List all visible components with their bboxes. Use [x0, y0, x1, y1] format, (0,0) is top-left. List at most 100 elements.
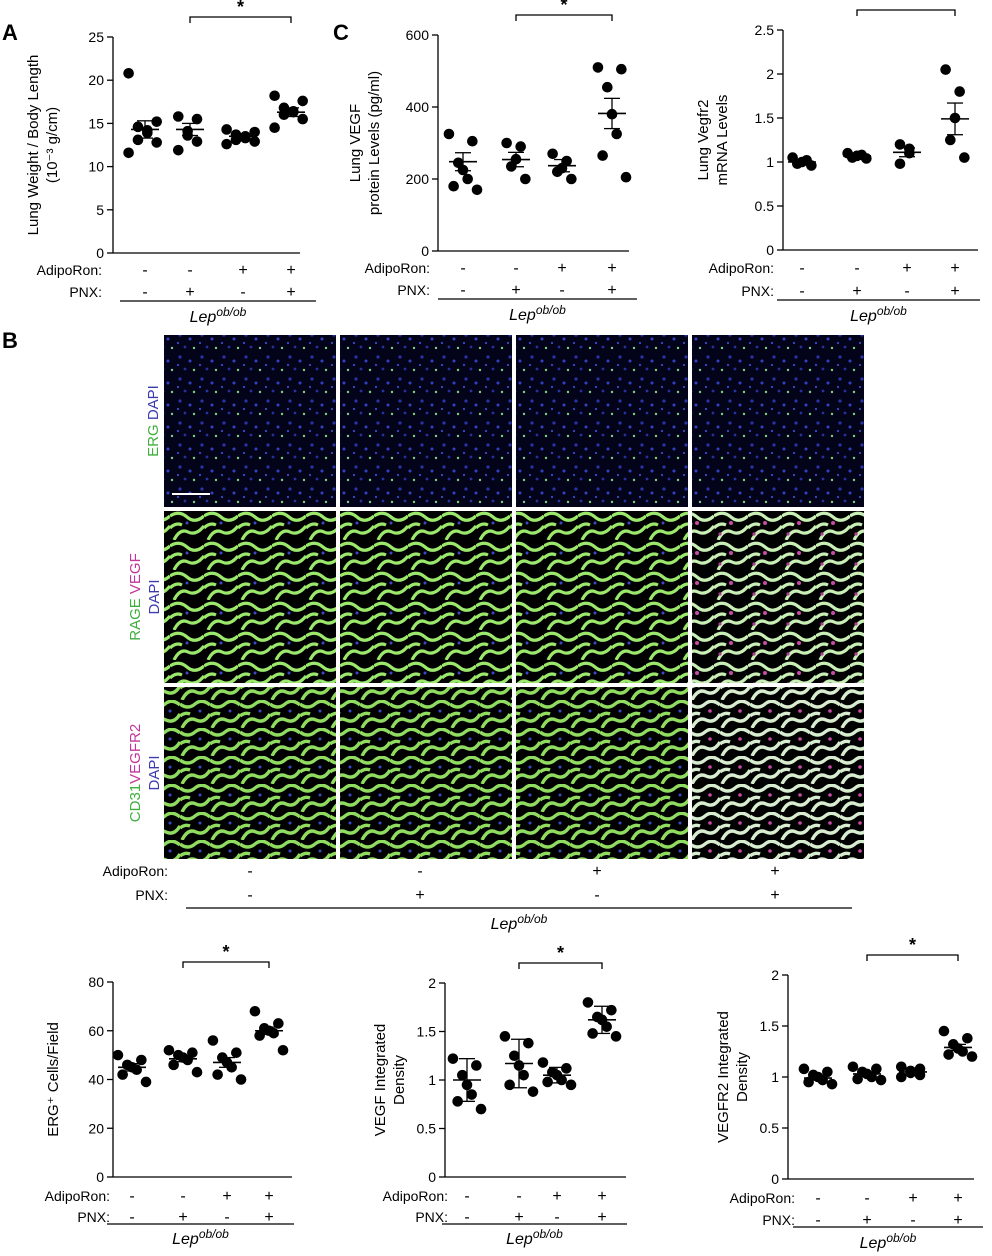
pnx-sign: + — [597, 1209, 606, 1226]
y-axis-label: VEGFR2 Integrated — [715, 1011, 732, 1143]
y-axis-label: Lung Weight / Body Length — [25, 55, 42, 236]
y-tick-label: 25 — [88, 29, 104, 45]
pnx-sign: - — [247, 887, 252, 904]
data-point — [132, 134, 144, 146]
micrograph-cd31-1 — [164, 687, 336, 859]
y-tick-label: 20 — [88, 72, 104, 88]
y-tick-label: 1.5 — [760, 1018, 780, 1034]
data-point — [798, 1063, 810, 1075]
data-point — [249, 1005, 261, 1017]
y-tick-label: 2 — [771, 967, 779, 983]
y-tick-label: 5 — [96, 202, 104, 218]
micrograph-grid — [164, 335, 864, 859]
chart-erg-cells: 0 20 40 60 80 ERG⁺ Cells/Field * AdipoRon: PNX: -… — [45, 942, 294, 1248]
y-axis-label: Lung Vegfr2 — [695, 100, 712, 181]
adiporon-label: AdipoRon: — [383, 1188, 448, 1204]
data-point — [501, 137, 512, 149]
row-label-erg-part: ERG — [145, 424, 162, 457]
pnx-sign: + — [953, 1212, 962, 1229]
micrograph-cd31-3 — [516, 687, 688, 859]
pnx-sign: - — [559, 282, 564, 299]
row-label-rage: RAGE VEGF DAPI — [127, 553, 163, 641]
y-tick-label: 10 — [88, 159, 104, 175]
data-point — [962, 1032, 973, 1044]
micrograph-rage-2 — [340, 511, 512, 683]
pnx-sign: - — [240, 284, 245, 301]
genotype-label-base: Lep — [860, 1235, 887, 1252]
data-point — [278, 109, 290, 121]
chart-vegfr2-mrna: 0 0.5 1 1.5 2 2.5 Lung Vegfr2 mRNA Levels * Adipo… — [695, 0, 980, 325]
data-point — [509, 1050, 520, 1062]
y-tick-label: 1 — [771, 1069, 779, 1085]
y-tick-label: 2 — [428, 975, 436, 991]
data-point — [520, 173, 531, 185]
data-point — [537, 1057, 549, 1068]
adiporon-sign: + — [286, 262, 295, 279]
y-axis-label: Lung VEGF — [347, 104, 364, 182]
data-point — [894, 158, 906, 170]
adiporon-sign: + — [238, 262, 247, 279]
data-point — [123, 147, 134, 159]
y-tick-label: 0 — [96, 1169, 104, 1185]
adiporon-sign: - — [180, 1188, 185, 1205]
data-point — [518, 1069, 529, 1081]
y-tick-label: 1.5 — [417, 1024, 437, 1040]
pnx-sign: + — [514, 1209, 523, 1226]
micrograph-erg-3 — [516, 335, 688, 507]
genotype-label-sup: ob/ob — [536, 303, 566, 317]
data-point — [230, 134, 242, 146]
pnx-sign: - — [129, 1209, 134, 1226]
data-point — [277, 1044, 289, 1056]
data-point — [499, 1031, 511, 1042]
data-point — [606, 1004, 617, 1016]
y-tick-label: 2 — [766, 66, 774, 82]
data-point — [191, 136, 203, 147]
data-point — [447, 1053, 459, 1064]
pnx-sign: - — [594, 887, 599, 904]
y-tick-label: 0 — [771, 1171, 779, 1187]
data-point — [943, 1049, 954, 1060]
data-point — [269, 122, 280, 134]
pnx-sign: + — [511, 282, 520, 299]
y-axis-label: ERG⁺ Cells/Field — [45, 1022, 62, 1137]
data-point — [467, 135, 478, 147]
micrograph-erg-1 — [164, 335, 336, 507]
genotype-label-sup: ob/ob — [216, 305, 246, 319]
adiporon-sign: + — [592, 863, 601, 880]
data-point — [151, 116, 162, 127]
chart-vegf-density: 0 0.5 1 1.5 2 VEGF Integrated Density * AdipoRon… — [372, 943, 627, 1248]
pnx-sign: + — [415, 887, 424, 904]
data-point — [954, 86, 965, 97]
data-point — [822, 1066, 833, 1078]
adiporon-sign: - — [513, 260, 518, 277]
micrograph-rage-1 — [164, 511, 336, 683]
adiporon-sign: - — [516, 1188, 521, 1205]
chart-vegfr2-density: 0 0.5 1 1.5 2 VEGFR2 Integrated Density * AdipoR… — [715, 935, 983, 1252]
data-point — [254, 1030, 265, 1041]
data-point — [556, 1074, 567, 1086]
micrograph-erg-2 — [340, 335, 512, 507]
adiporon-sign: - — [815, 1190, 820, 1207]
adiporon-sign: - — [854, 260, 859, 277]
pnx-sign: - — [815, 1212, 820, 1229]
data-point — [212, 1069, 223, 1080]
data-point — [140, 1076, 152, 1088]
genotype-label-sup: ob/ob — [886, 1231, 916, 1245]
data-point — [959, 152, 970, 163]
data-point — [475, 1103, 487, 1115]
y-tick-label: 60 — [88, 1023, 104, 1039]
adiporon-sign: + — [597, 1188, 606, 1205]
significance-bracket — [518, 962, 603, 969]
adiporon-sign: - — [129, 1188, 134, 1205]
adiporon-sign: - — [142, 262, 147, 279]
data-point — [587, 1028, 598, 1039]
data-point — [542, 1076, 553, 1088]
significance-star: * — [237, 0, 244, 17]
data-point — [452, 1096, 463, 1107]
y-axis-label: protein Levels (pg/ml) — [366, 71, 383, 215]
genotype-label-base: Lep — [506, 1231, 533, 1248]
row-label-rage-part: RAGE — [127, 598, 144, 641]
pnx-sign: - — [904, 283, 909, 300]
significance-star: * — [222, 942, 229, 962]
